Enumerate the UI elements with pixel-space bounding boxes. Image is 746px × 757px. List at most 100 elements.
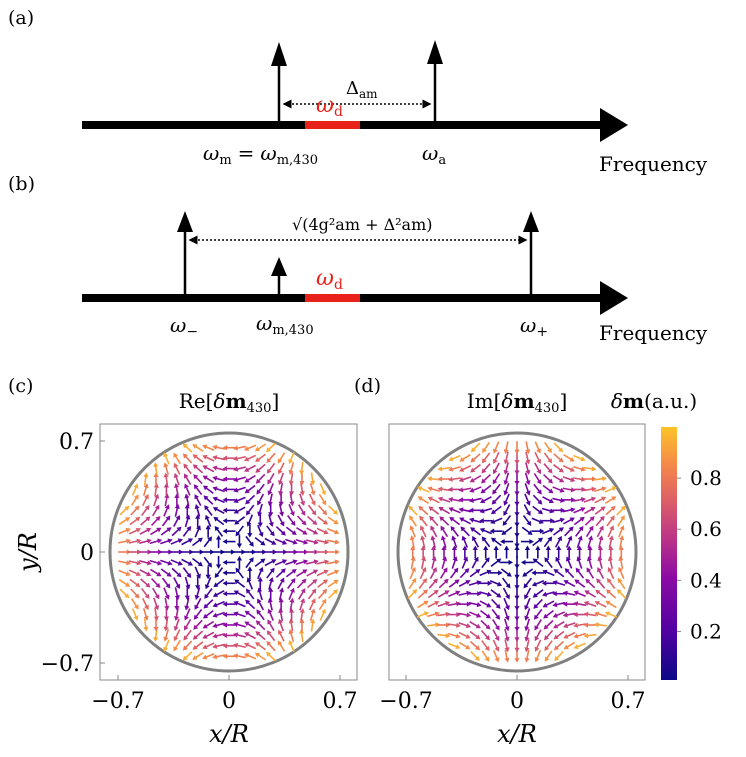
field-arrow-shaft [264,560,274,567]
field-arrow-head-icon [547,447,552,454]
field-arrow-head-icon [412,589,418,595]
drive-label: ωd [316,266,343,293]
field-arrow-shaft [206,517,212,528]
field-arrow-shaft [503,526,513,534]
field-arrow-shaft [420,559,425,569]
field-arrow-shaft [458,581,469,588]
field-arrow-head-icon [448,456,454,462]
field-arrow-head-icon [202,485,209,491]
field-arrow-shaft [553,442,562,451]
field-arrow-head-icon [233,466,239,472]
field-arrow-head-icon [465,644,471,650]
field-arrow-shaft [205,507,213,516]
field-arrow-shaft [194,476,203,485]
field-arrow-head-icon [233,642,239,648]
field-arrow-head-icon [173,483,180,488]
field-arrow-shaft [257,622,266,631]
field-arrow-shaft [427,601,437,608]
field-arrow-head-icon [173,646,179,652]
field-arrow-head-icon [445,622,451,628]
field-arrow-shaft [130,507,138,516]
drive-band [305,121,360,129]
field-arrow-head-icon [215,564,222,569]
field-arrow-head-icon [125,571,131,577]
acoustic-freq-label: ωa [422,141,446,168]
field-arrow-head-icon [207,562,213,568]
field-arrow-head-icon [192,464,198,470]
field-arrow-shaft [246,454,257,461]
field-arrow-head-icon [135,571,142,577]
field-arrow-shaft [451,518,461,526]
field-arrow-head-icon [555,556,561,562]
field-arrow-head-icon [487,580,493,586]
field-arrow-head-icon [594,600,600,606]
field-arrow-head-icon [203,495,209,501]
field-arrow-shaft [285,538,295,544]
field-arrow-head-icon [155,516,161,522]
field-arrow-shaft [316,527,327,534]
field-arrow-head-icon [183,625,189,631]
field-arrow-shaft [492,639,499,650]
panel-c-title: Re[δm430] [179,389,280,416]
field-arrow-shaft [161,577,170,587]
field-arrow-head-icon [235,567,241,573]
field-arrow-head-icon [490,537,497,543]
field-arrow-shaft [469,570,479,578]
field-arrow-shaft [154,628,158,639]
y-tick-label: −0.7 [41,652,94,677]
field-arrow-shaft [552,486,563,492]
field-arrow-head-icon [567,535,573,541]
field-arrow-head-icon [409,525,415,531]
field-arrow-head-icon [321,608,327,614]
field-arrow-head-icon [564,568,570,574]
field-arrow-head-icon [202,454,208,460]
field-arrow-shaft [275,526,285,534]
field-arrow-head-icon [504,647,510,653]
field-arrow-head-icon [163,482,170,488]
field-arrow-head-icon [136,560,142,566]
field-arrow-head-icon [332,509,338,515]
field-arrow-shaft [430,497,440,504]
field-arrow-head-icon [573,622,579,628]
field-arrow-head-icon [166,571,172,577]
field-arrow-head-icon [420,535,426,541]
field-arrow-head-icon [558,457,564,463]
field-arrow-head-icon [474,655,480,661]
field-arrow-shaft [185,608,191,618]
field-arrow-head-icon [321,598,327,604]
field-arrow-head-icon [496,592,502,598]
field-arrow-shaft [525,608,531,618]
field-arrow-head-icon [257,598,262,604]
field-arrow-shaft [236,486,246,492]
field-arrow-head-icon [421,566,427,573]
field-arrow-head-icon [439,516,445,522]
field-arrow-head-icon [255,478,261,484]
field-arrow-shaft [316,570,327,577]
field-arrow-head-icon [514,658,520,663]
field-arrow-head-icon [184,595,190,601]
field-arrow-head-icon [481,468,487,474]
field-arrow-shaft [524,483,530,493]
field-arrow-shaft [196,506,201,517]
field-arrow-shaft [483,441,490,451]
field-arrow-shaft [268,579,273,590]
field-arrow-shaft [555,651,564,660]
panel-c: (c) Re[δm430] 0.7 0 −0.7 −0.7 0 0.7 x/R … [8,375,358,748]
field-arrow-head-icon [153,616,159,621]
field-arrow-shaft [164,597,168,608]
field-arrow-head-icon [427,496,433,502]
field-arrow-shaft [140,578,149,587]
y-axis-label: y/R [14,532,42,573]
field-arrow-shaft [504,649,508,660]
field-arrow-head-icon [420,545,426,551]
field-arrow-shaft [482,463,491,472]
field-arrow-shaft [194,641,204,649]
field-arrow-head-icon [524,626,530,632]
field-arrow-shaft [236,580,246,588]
field-arrow-head-icon [202,613,209,619]
field-arrow-head-icon [618,545,624,551]
field-arrow-shaft [573,518,583,526]
field-arrow-head-icon [257,511,263,517]
field-arrow-head-icon [222,538,228,545]
field-arrow-shaft [317,590,326,600]
